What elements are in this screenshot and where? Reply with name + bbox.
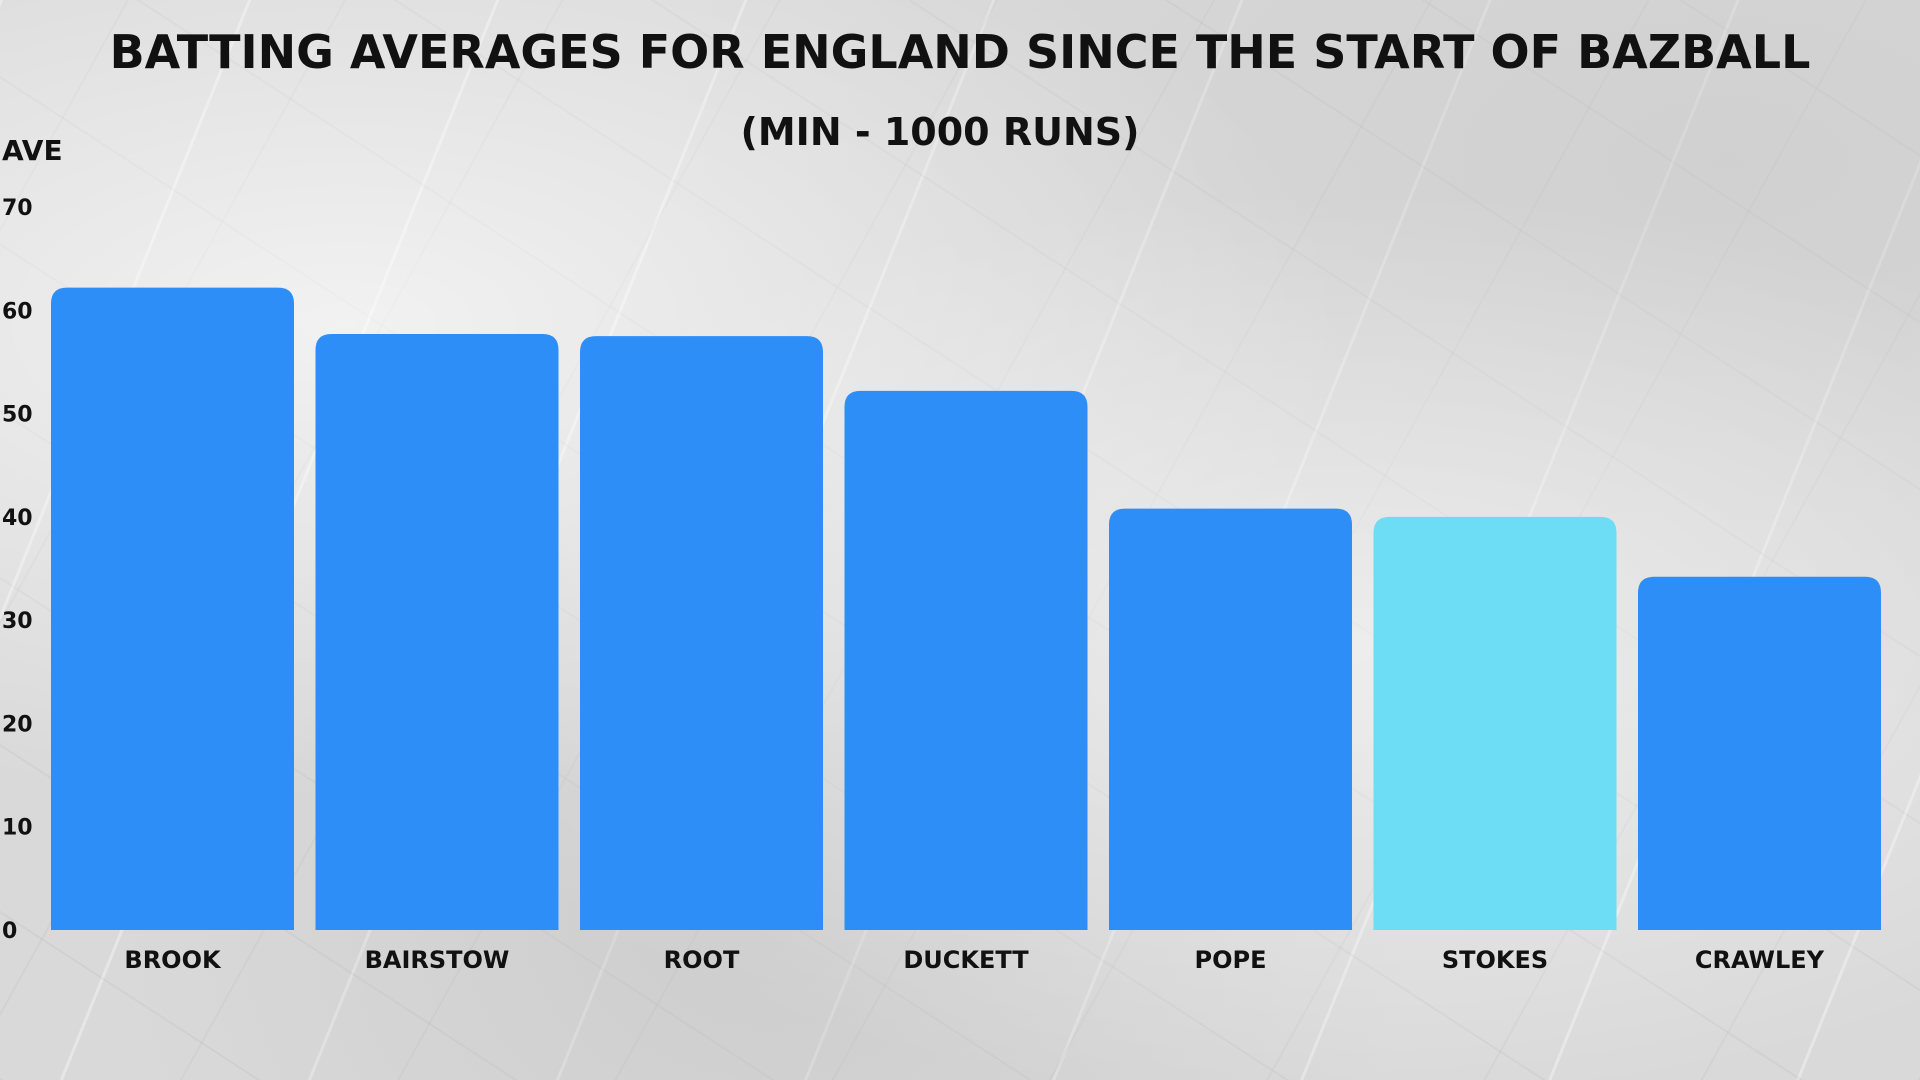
chart-subtitle: (MIN - 1000 RUNS) bbox=[741, 110, 1140, 154]
y-axis-label: AVE bbox=[2, 134, 63, 167]
x-tick-label-stokes: STOKES bbox=[1442, 946, 1548, 974]
bars-group bbox=[51, 287, 1881, 930]
y-tick-label: 50 bbox=[2, 403, 33, 428]
y-tick-label: 0 bbox=[2, 919, 17, 944]
chart-title: BATTING AVERAGES FOR ENGLAND SINCE THE S… bbox=[110, 25, 1811, 79]
bar-bairstow bbox=[315, 334, 559, 930]
y-tick-label: 70 bbox=[2, 196, 33, 221]
y-tick-label: 10 bbox=[2, 816, 33, 841]
x-tick-label-brook: BROOK bbox=[124, 946, 222, 974]
bar-stokes bbox=[1373, 516, 1617, 930]
x-tick-label-crawley: CRAWLEY bbox=[1695, 946, 1825, 974]
y-tick-label: 60 bbox=[2, 299, 33, 324]
bar-brook bbox=[51, 287, 294, 930]
x-tick-label-root: ROOT bbox=[664, 946, 740, 974]
x-tick-label-duckett: DUCKETT bbox=[903, 946, 1029, 974]
y-tick-label: 30 bbox=[2, 609, 33, 634]
y-tick-label: 40 bbox=[2, 506, 33, 531]
bar-crawley bbox=[1638, 576, 1881, 930]
bar-duckett bbox=[844, 390, 1088, 930]
bar-root bbox=[580, 336, 823, 930]
bar-pope bbox=[1109, 508, 1352, 930]
y-tick-label: 20 bbox=[2, 712, 33, 737]
x-axis-labels: BROOK BAIRSTOW ROOT DUCKETT POPE STOKES CRAWLE… bbox=[124, 946, 1824, 974]
x-tick-label-pope: POPE bbox=[1195, 946, 1267, 974]
y-axis-ticks: 0 10 20 30 40 50 60 70 bbox=[2, 196, 33, 944]
x-tick-label-bairstow: BAIRSTOW bbox=[365, 946, 510, 974]
